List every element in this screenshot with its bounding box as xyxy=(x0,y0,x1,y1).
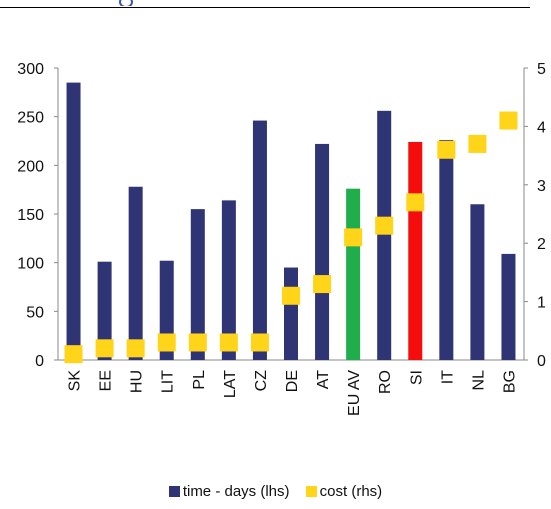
bar xyxy=(221,200,236,360)
legend-swatch-time xyxy=(168,486,180,497)
header-fragment xyxy=(115,0,141,6)
chart: 0 50 100 150 200 250 300 0 1 2 3 4 5 SK EE HU LIT PL LAT CZ… xyxy=(17,61,546,416)
left-tick-label: 200 xyxy=(17,158,44,175)
legend-item-time: time - days (lhs) xyxy=(168,483,290,500)
bar xyxy=(284,267,298,360)
cost-marker xyxy=(250,333,269,352)
category-label: HU xyxy=(129,370,146,393)
left-tick-label: 150 xyxy=(17,207,44,224)
category-label: RO xyxy=(377,370,394,394)
legend-label-cost: cost (rhs) xyxy=(319,483,383,500)
category-label: NL xyxy=(470,370,487,391)
cost-marker xyxy=(64,345,83,364)
cost-marker xyxy=(126,339,145,358)
legend: time - days (lhs) cost (rhs) xyxy=(0,483,551,501)
category-label: LIT xyxy=(160,370,177,393)
category-label: EU AV xyxy=(346,370,363,416)
bar xyxy=(190,209,205,360)
top-rule xyxy=(0,7,530,8)
bar xyxy=(408,141,423,360)
left-tick-label: 250 xyxy=(17,110,44,127)
bar xyxy=(66,82,81,360)
cost-marker xyxy=(499,111,518,130)
cost-marker xyxy=(188,333,207,352)
category-label: PL xyxy=(191,370,208,390)
right-tick-label: 2 xyxy=(537,236,546,253)
legend-item-cost: cost (rhs) xyxy=(305,483,383,500)
cost-marker xyxy=(282,286,300,305)
category-label: AT xyxy=(315,370,332,389)
cost-marker xyxy=(157,333,176,352)
cost-marker xyxy=(468,134,487,153)
right-tick-label: 3 xyxy=(537,178,546,195)
legend-swatch-cost xyxy=(305,486,317,497)
cost-marker xyxy=(344,228,363,247)
category-label: BG xyxy=(501,370,518,393)
left-tick-label: 300 xyxy=(17,61,44,78)
cost-marker xyxy=(95,339,114,358)
bar xyxy=(346,188,361,360)
cost-marker xyxy=(406,193,425,212)
left-tick-label: 50 xyxy=(26,304,44,321)
bar xyxy=(128,186,143,360)
right-tick-label: 1 xyxy=(537,295,546,312)
category-label: LAT xyxy=(222,370,239,398)
category-label: IT xyxy=(439,370,456,384)
right-tick-label: 4 xyxy=(537,119,546,136)
right-tick-label: 0 xyxy=(537,353,546,370)
legend-label-time: time - days (lhs) xyxy=(182,483,290,500)
bar xyxy=(252,120,267,360)
bar xyxy=(315,143,330,360)
category-label: EE xyxy=(98,370,115,391)
left-tick-label: 0 xyxy=(35,353,44,370)
category-label: DE xyxy=(284,370,301,392)
category-label: CZ xyxy=(253,370,270,392)
cost-marker xyxy=(437,140,456,159)
cost-marker xyxy=(313,275,332,294)
category-label: SI xyxy=(408,370,425,385)
bar xyxy=(97,261,112,360)
cost-marker xyxy=(219,333,238,352)
category-label: SK xyxy=(67,370,84,392)
bar xyxy=(439,140,454,360)
bar xyxy=(501,253,516,360)
bar xyxy=(470,204,485,360)
left-tick-label: 100 xyxy=(17,256,44,273)
right-tick-label: 5 xyxy=(537,61,546,78)
bar xyxy=(377,110,392,361)
cost-marker xyxy=(375,216,394,235)
